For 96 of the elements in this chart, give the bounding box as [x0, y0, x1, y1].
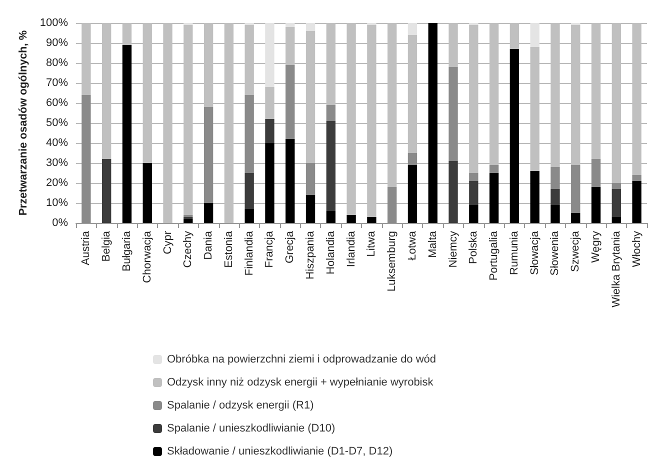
x-tick-label: Irlandia: [345, 230, 358, 268]
legend-label: Spalanie / unieszkodliwianie (D10): [167, 422, 336, 434]
x-tick-label: Litwa: [366, 230, 378, 257]
bar: [550, 205, 560, 223]
y-tick-label: 90%: [46, 37, 68, 49]
x-tick-label: Węgry: [590, 230, 602, 263]
x-tick-label: Portugalia: [488, 230, 500, 281]
bar: [102, 159, 112, 223]
bar: [408, 23, 418, 35]
bar: [591, 159, 601, 187]
bar: [469, 181, 478, 205]
y-tick-label: 80%: [46, 57, 68, 69]
bar: [346, 215, 356, 223]
y-tick-label: 60%: [46, 97, 68, 109]
bar: [265, 143, 274, 223]
bar: [632, 181, 642, 223]
y-tick-label: 30%: [46, 157, 68, 169]
x-tick-label: Słowenia: [549, 230, 562, 276]
x-tick-label: Słowacja: [528, 230, 541, 276]
bar: [306, 163, 316, 195]
bar: [510, 49, 520, 223]
bar: [571, 213, 580, 223]
bar: [489, 173, 499, 223]
x-tick-label: Holandia: [324, 230, 337, 274]
bar: [408, 153, 418, 165]
bar: [367, 217, 376, 223]
bar: [571, 165, 580, 213]
bar: [142, 163, 152, 223]
bar: [265, 119, 274, 143]
x-tick-label: Rumunia: [508, 230, 520, 276]
bar: [204, 107, 214, 203]
bar: [204, 203, 214, 223]
x-tick-label: Niemcy: [447, 230, 460, 268]
x-tick-label: Chorwacja: [141, 230, 154, 283]
x-tick-label: Łotwa: [406, 230, 418, 260]
bar: [612, 183, 621, 189]
y-tick-label: 0%: [52, 217, 68, 229]
legend-label: Spalanie / odzysk energii (R1): [167, 400, 314, 412]
bar: [448, 161, 458, 223]
bar: [408, 165, 418, 223]
x-tick-label: Polska: [468, 230, 480, 264]
bar: [428, 23, 438, 223]
bar: [591, 187, 601, 223]
x-tick-label: Czechy: [182, 230, 194, 268]
bar: [265, 23, 274, 87]
y-tick-label: 100%: [40, 17, 68, 29]
bar: [286, 23, 295, 27]
x-tick-label: Bułgaria: [120, 230, 133, 272]
bar: [612, 217, 621, 223]
bar: [326, 105, 336, 121]
bar: [306, 195, 316, 223]
bar: [82, 95, 91, 223]
x-tick-label: Finlandia: [243, 230, 256, 276]
bar: [469, 205, 478, 223]
bar: [632, 175, 642, 181]
legend-label: Odzysk inny niż odzysk energii + wypełnianie wyrobisk: [167, 376, 434, 388]
bar: [469, 173, 478, 181]
bar: [612, 189, 621, 217]
bar: [122, 45, 132, 223]
x-tick-label: Cypr: [162, 230, 174, 254]
legend-label: Obróbka na powierzchni ziemi i odprowadzanie do wód: [167, 354, 436, 366]
bar: [286, 65, 295, 139]
legend-label: Składowanie / unieszkodliwianie (D1-D7, D12): [167, 446, 393, 458]
bar: [388, 187, 397, 223]
x-tick-label: Estonia: [222, 230, 235, 268]
y-tick-label: 40%: [46, 137, 68, 149]
y-tick-label: 50%: [46, 117, 68, 129]
bar: [244, 173, 254, 209]
bar: [306, 23, 316, 31]
x-tick-label: Grecja: [284, 230, 296, 264]
y-tick-label: 70%: [46, 77, 68, 89]
bar: [448, 67, 458, 161]
x-tick-label: Włochy: [630, 230, 643, 268]
bar: [244, 95, 254, 173]
bar: [326, 121, 336, 211]
bar: [550, 189, 560, 205]
y-tick-label: 20%: [46, 177, 68, 189]
x-tick-label: Wielka Brytania: [610, 230, 622, 308]
y-tick-label: 10%: [46, 197, 68, 209]
bar: [530, 171, 540, 223]
bar: [326, 211, 336, 223]
x-tick-label: Dania: [202, 230, 215, 260]
bar: [286, 139, 295, 223]
x-tick-label: Francja: [264, 230, 276, 268]
bar: [489, 165, 499, 173]
x-tick-label: Belgia: [100, 230, 113, 262]
x-tick-label: Szwecja: [570, 230, 582, 272]
x-tick-label: Austria: [80, 230, 92, 266]
bar: [244, 209, 254, 223]
y-axis-title: Przetwarzanie osadów ogólnych, %: [17, 30, 30, 216]
x-tick-label: Malta: [426, 230, 439, 258]
bar: [184, 219, 193, 223]
bar: [530, 23, 540, 47]
x-tick-label: Luksemburg: [386, 231, 398, 292]
bar: [550, 167, 560, 189]
x-tick-label: Hiszpania: [304, 230, 317, 280]
